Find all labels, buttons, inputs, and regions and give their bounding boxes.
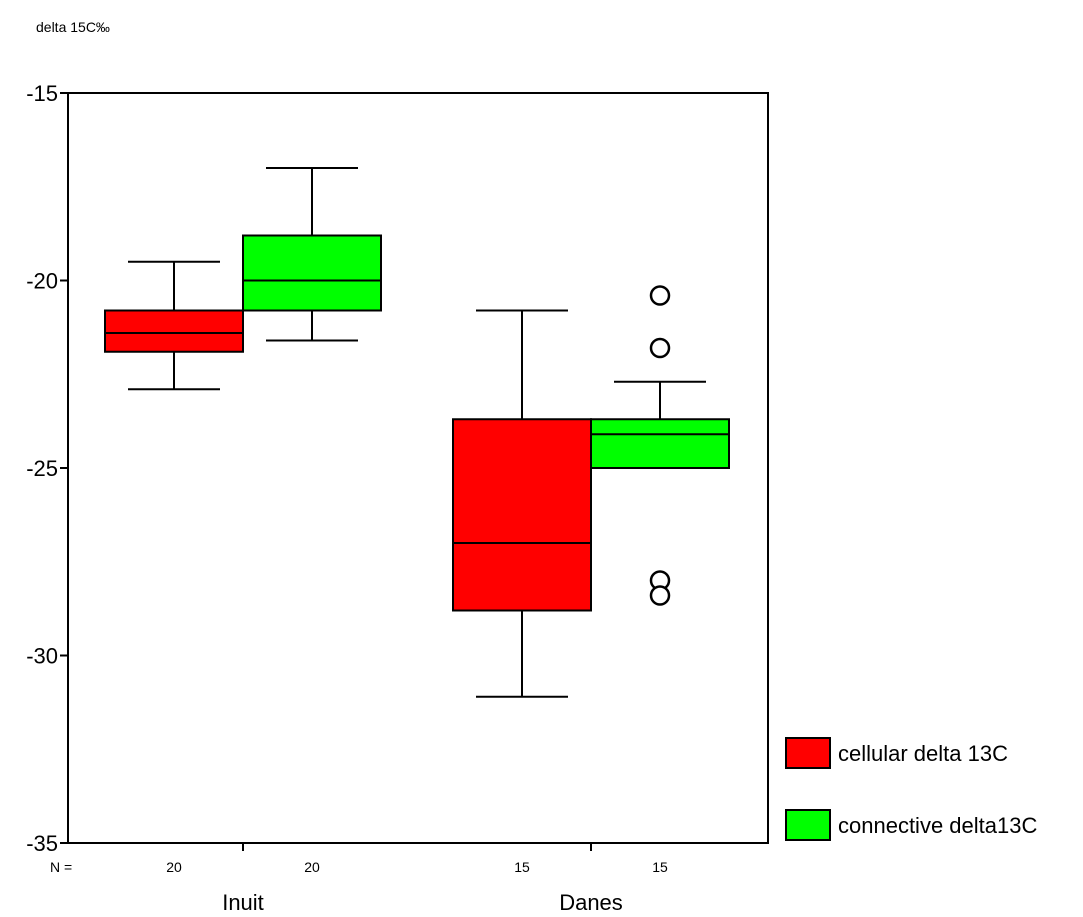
box-iqr <box>242 234 382 312</box>
n-label: N = <box>50 859 72 875</box>
category-label: Inuit <box>222 890 264 915</box>
y-tick-label: -25 <box>26 456 58 481</box>
box-cellular-delta-13c-inuit <box>104 260 244 391</box>
y-tick-label: -15 <box>26 81 58 106</box>
legend-swatch <box>785 809 831 841</box>
outlier-point <box>649 285 671 306</box>
category-label: Danes <box>559 890 623 915</box>
n-count-label: 15 <box>652 859 668 875</box>
y-tick-label: -35 <box>26 831 58 856</box>
legend-swatch <box>785 737 831 769</box>
n-count-label: 20 <box>304 859 320 875</box>
n-count-label: 15 <box>514 859 530 875</box>
outlier-point <box>649 585 671 606</box>
y-tick-label: -30 <box>26 644 58 669</box>
outlier-point <box>649 337 671 359</box>
legend-label: cellular delta 13C <box>838 741 1008 766</box>
n-count-label: 20 <box>166 859 182 875</box>
box-iqr <box>452 418 592 612</box>
legend-label: connective delta13C <box>838 813 1037 838</box>
box-iqr <box>104 309 244 353</box>
y-axis-label: delta 15C‰ <box>36 19 110 35</box>
box-cellular-delta-13c-danes <box>452 309 592 698</box>
box-connective-delta13c-danes <box>590 285 730 606</box>
box-connective-delta13c-inuit <box>242 167 382 342</box>
box-iqr <box>590 418 730 469</box>
y-tick-label: -20 <box>26 269 58 294</box>
